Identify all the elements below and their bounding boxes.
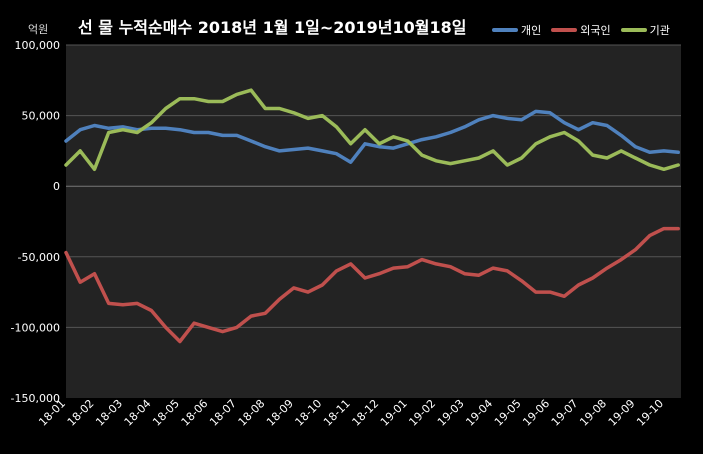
- y-axis-unit-label: 억원: [28, 23, 49, 36]
- x-tick-label: 19-01: [378, 397, 410, 429]
- x-tick-label: 18-03: [93, 397, 125, 429]
- legend-swatch-individual: [492, 28, 518, 32]
- legend: 개인 외국인 기관: [492, 22, 670, 38]
- x-tick-label: 18-04: [122, 397, 154, 429]
- x-tick-label: 18-09: [264, 397, 296, 429]
- x-tick-label: 18-12: [350, 397, 382, 429]
- y-tick-label: -50,000: [18, 251, 60, 264]
- y-tick-label: 100,000: [15, 39, 61, 52]
- x-tick-label: 19-05: [492, 397, 524, 429]
- legend-label-foreign: 외국인: [580, 24, 611, 37]
- y-tick-label: 0: [53, 180, 60, 193]
- x-tick-label: 19-06: [520, 397, 552, 429]
- y-axis-ticks: 100,000 50,000 0 -50,000 -100,000 -150,000: [11, 39, 60, 405]
- x-tick-label: 18-06: [179, 397, 211, 429]
- series-line-individual: [64, 109, 680, 164]
- legend-item-individual: 개인: [492, 22, 541, 38]
- x-tick-label: 18-08: [236, 397, 268, 429]
- y-tick-label: -100,000: [11, 321, 60, 334]
- x-tick-label: 18-02: [65, 397, 97, 429]
- x-tick-label: 18-07: [207, 397, 239, 429]
- y-tick-label: 50,000: [22, 110, 61, 123]
- x-tick-label: 19-09: [606, 397, 638, 429]
- x-tick-label: 19-02: [406, 397, 438, 429]
- x-tick-label: 18-11: [321, 397, 353, 429]
- x-tick-label: 19-04: [463, 397, 495, 429]
- legend-item-institution: 기관: [620, 22, 670, 38]
- x-tick-label: 18-05: [150, 397, 182, 429]
- legend-label-institution: 기관: [649, 24, 670, 37]
- gridlines: [66, 44, 681, 328]
- legend-item-foreign: 외국인: [551, 22, 611, 38]
- x-tick-label: 19-08: [577, 397, 609, 429]
- series-lines: [64, 88, 680, 344]
- legend-swatch-institution: [620, 28, 647, 32]
- x-tick-label: 19-03: [435, 397, 467, 429]
- chart-title: 선 물 누적순매수 2018년 1월 1일~2019년10월18일: [78, 18, 467, 37]
- x-axis-ticks: 18-0118-0218-0318-0418-0518-0618-0718-08…: [36, 397, 666, 429]
- x-tick-label: 18-10: [293, 397, 325, 429]
- x-tick-label: 19-07: [549, 397, 581, 429]
- y-tick-label: -150,000: [11, 392, 60, 405]
- legend-swatch-foreign: [551, 28, 578, 32]
- plot-area: [66, 45, 681, 398]
- series-line-institution: [64, 88, 680, 172]
- x-tick-label: 19-10: [634, 397, 666, 429]
- series-line-foreign: [64, 226, 680, 344]
- legend-label-individual: 개인: [521, 24, 542, 37]
